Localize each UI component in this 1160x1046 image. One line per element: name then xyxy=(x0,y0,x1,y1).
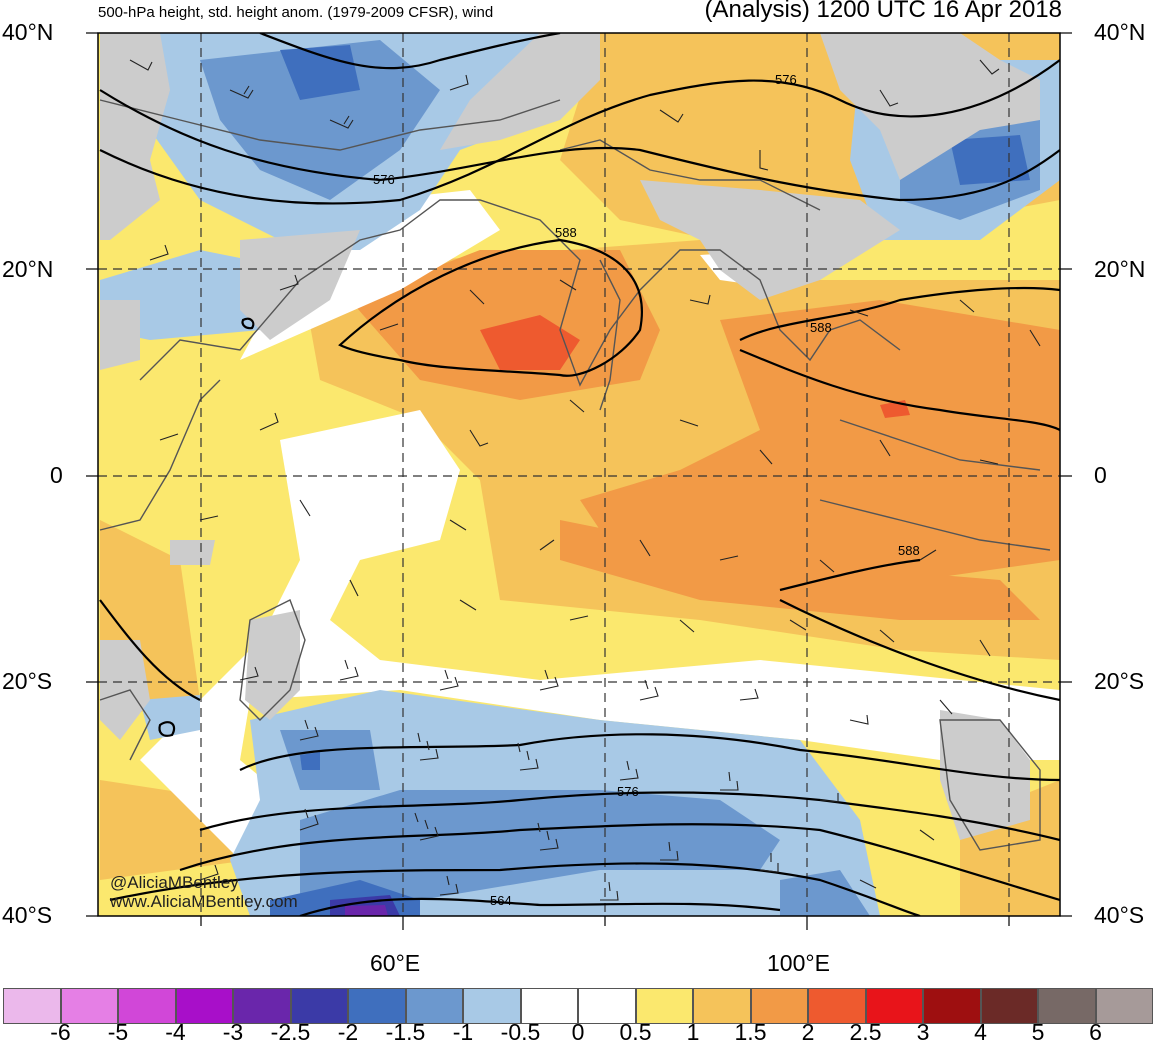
colorbar-label: 0 xyxy=(571,1019,585,1045)
colorbar-swatch xyxy=(3,988,61,1024)
contour-label-564: 564 xyxy=(490,893,512,908)
colorbar-label: 6 xyxy=(1089,1019,1102,1045)
colorbar-label: -5 xyxy=(107,1019,129,1045)
colorbar-swatch xyxy=(175,988,233,1024)
colorbar-label: 0.5 xyxy=(619,1019,652,1045)
colorbar-swatch xyxy=(750,988,808,1024)
lat-label-left-20s: 20°S xyxy=(2,668,53,694)
lon-label-60e: 60°E xyxy=(370,950,421,976)
credit-website: www.AliciaMBentley.com xyxy=(110,892,298,911)
lon-label-100e: 100°E xyxy=(767,950,830,976)
contour-label-588: 588 xyxy=(555,225,577,240)
colorbar-label: -2 xyxy=(337,1019,359,1045)
lat-label-left-eq: 0 xyxy=(50,462,63,488)
contour-label-588: 588 xyxy=(898,543,920,558)
colorbar xyxy=(3,988,1153,1024)
wind-barbs xyxy=(129,59,1041,901)
lat-label-right-20n: 20°N xyxy=(1094,256,1146,282)
colorbar-swatch xyxy=(635,988,693,1024)
colorbar-swatch xyxy=(808,988,866,1024)
colorbar-swatch xyxy=(1095,988,1153,1024)
colorbar-swatch xyxy=(118,988,176,1024)
colorbar-label: 5 xyxy=(1031,1019,1045,1045)
graticule xyxy=(98,33,1060,916)
lat-label-right-40s: 40°S xyxy=(1094,902,1145,928)
colorbar-label: 1 xyxy=(686,1019,700,1045)
colorbar-swatch xyxy=(405,988,463,1024)
lat-label-right-20s: 20°S xyxy=(1094,668,1145,694)
contour-label-576: 576 xyxy=(617,784,639,799)
coastlines xyxy=(99,99,1051,851)
colorbar-swatch xyxy=(578,988,636,1024)
colorbar-swatch xyxy=(520,988,578,1024)
contour-label-576: 576 xyxy=(775,72,797,87)
colorbar-swatch xyxy=(348,988,406,1024)
colorbar-swatch xyxy=(290,988,348,1024)
map-frame xyxy=(97,32,1061,917)
colorbar-swatch xyxy=(865,988,923,1024)
colorbar-swatch xyxy=(463,988,521,1024)
credit-handle: @AliciaMBentley xyxy=(110,873,239,892)
map-title-left: 500-hPa height, std. height anom. (1979-… xyxy=(98,4,494,21)
colorbar-label: 1.5 xyxy=(734,1019,767,1045)
lat-label-left-40s: 40°S xyxy=(2,902,53,928)
map-title-right: (Analysis) 1200 UTC 16 Apr 2018 xyxy=(704,0,1062,23)
lat-label-right-40n: 40°N xyxy=(1094,19,1146,45)
colorbar-label: 2 xyxy=(801,1019,815,1045)
colorbar-label: -1.5 xyxy=(385,1019,426,1045)
colorbar-label: -4 xyxy=(165,1019,186,1045)
colorbar-label: -0.5 xyxy=(500,1019,541,1045)
colorbar-label: -3 xyxy=(222,1019,244,1045)
height-contours xyxy=(99,33,1060,916)
colorbar-swatch xyxy=(233,988,291,1024)
lat-label-left-40n: 40°N xyxy=(2,19,54,45)
colorbar-swatch xyxy=(693,988,751,1024)
colorbar-label: -6 xyxy=(50,1019,71,1045)
colorbar-swatch xyxy=(60,988,118,1024)
lat-label-left-20n: 20°N xyxy=(2,256,54,282)
colorbar-swatch xyxy=(923,988,981,1024)
contour-label-576: 576 xyxy=(373,172,395,187)
contour-label-588: 588 xyxy=(810,320,832,335)
colorbar-label: -1 xyxy=(452,1019,474,1045)
colorbar-label: 4 xyxy=(974,1019,987,1045)
colorbar-label: 3 xyxy=(916,1019,930,1045)
colorbar-label: -2.5 xyxy=(270,1019,311,1045)
lat-label-right-eq: 0 xyxy=(1094,462,1107,488)
colorbar-label: 2.5 xyxy=(849,1019,882,1045)
axis-ticks xyxy=(86,32,1072,930)
anomaly-shading xyxy=(98,33,1060,916)
colorbar-swatch xyxy=(980,988,1038,1024)
colorbar-swatch xyxy=(1038,988,1096,1024)
